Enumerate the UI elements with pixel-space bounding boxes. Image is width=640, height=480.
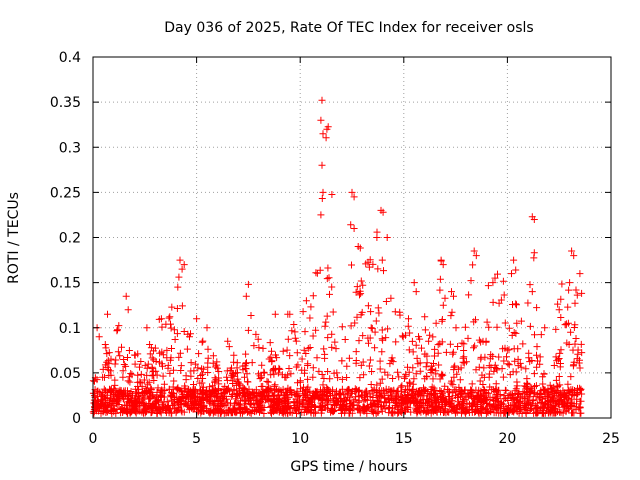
y-tick-label: 0.4 [59,50,81,66]
y-tick-label: 0.1 [59,321,81,337]
x-tick-label: 15 [395,431,413,447]
x-tick-label: 10 [291,431,309,447]
y-axis-label: ROTI / TECUs [6,192,22,284]
x-tick-label: 20 [498,431,516,447]
data-marks [89,96,586,417]
x-axis-label: GPS time / hours [290,459,407,475]
y-tick-label: 0.05 [50,366,81,382]
grid-lines [93,57,611,418]
x-tick-label: 25 [602,431,620,447]
y-tick-label: 0.35 [50,95,81,111]
y-tick-label: 0 [72,411,81,427]
y-tick-label: 0.3 [59,140,81,156]
x-axis-ticks: 0 5 10 15 20 25 [89,57,620,447]
chart-title: Day 036 of 2025, Rate Of TEC Index for r… [164,20,533,36]
x-tick-label: 0 [89,431,98,447]
y-tick-label: 0.25 [50,185,81,201]
roti-point [89,96,586,417]
x-tick-label: 5 [192,431,201,447]
y-tick-label: 0.2 [59,231,81,247]
y-axis-ticks: 0 0.05 0.1 0.15 0.2 0.25 0.3 0.35 0.4 [50,50,611,427]
y-tick-label: 0.15 [50,276,81,292]
